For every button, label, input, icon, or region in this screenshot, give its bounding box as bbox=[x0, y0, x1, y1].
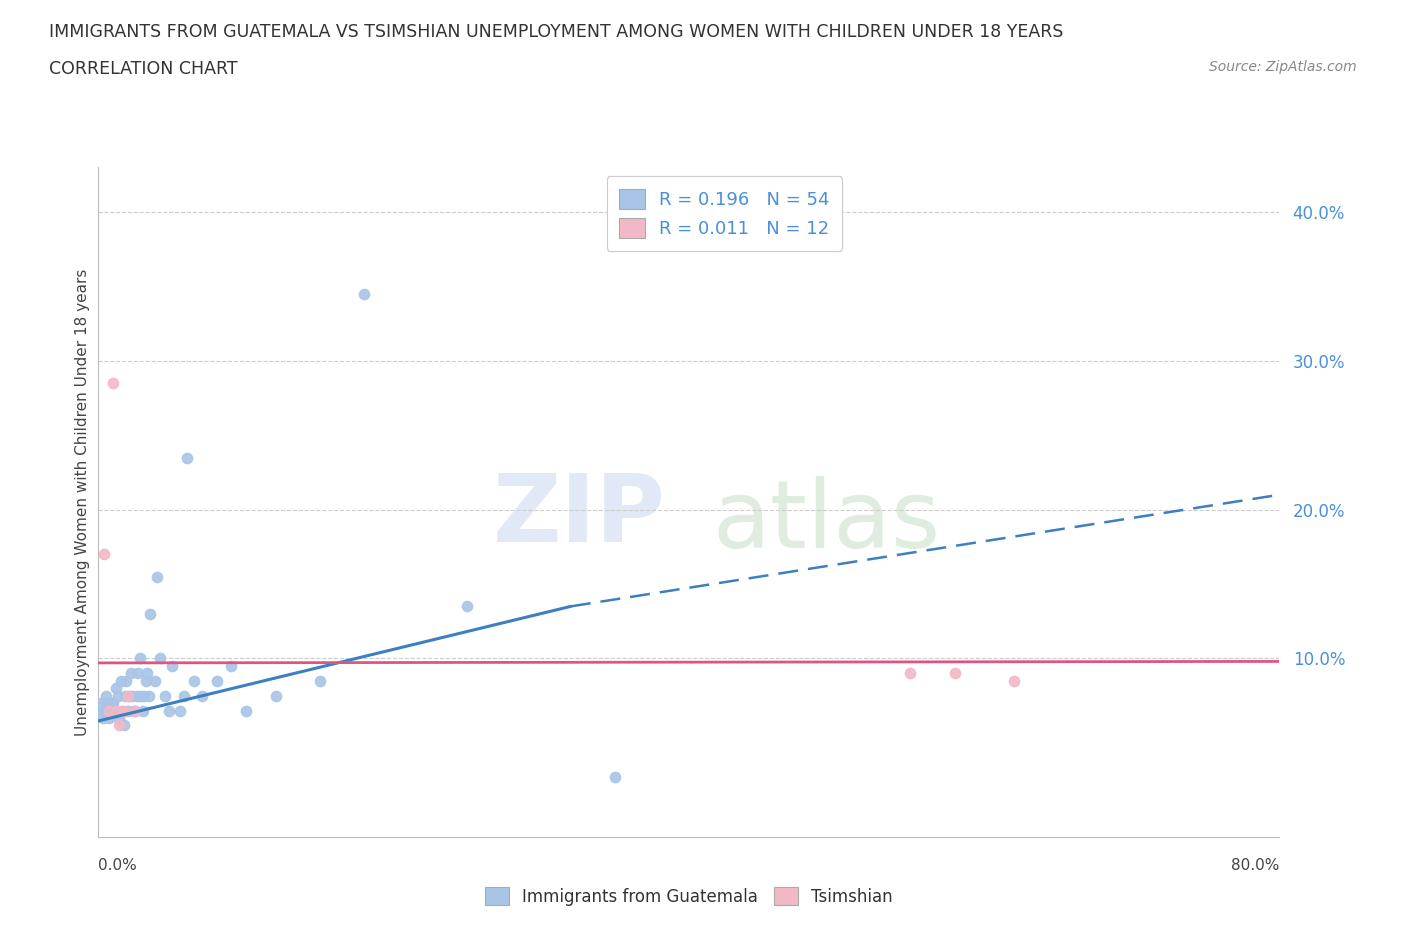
Point bbox=[93, 703, 115, 718]
Point bbox=[127, 666, 149, 681]
Point bbox=[162, 658, 183, 673]
Point bbox=[103, 376, 125, 391]
Point bbox=[117, 688, 139, 703]
Text: atlas: atlas bbox=[713, 476, 941, 568]
Point bbox=[110, 673, 132, 688]
Point bbox=[94, 688, 117, 703]
Point bbox=[114, 688, 136, 703]
Point bbox=[153, 688, 176, 703]
Y-axis label: Unemployment Among Women with Children Under 18 years: Unemployment Among Women with Children U… bbox=[75, 269, 90, 736]
Point bbox=[129, 688, 152, 703]
Point bbox=[219, 658, 242, 673]
Point bbox=[118, 688, 141, 703]
Point bbox=[353, 286, 375, 301]
Point bbox=[135, 673, 157, 688]
Point bbox=[107, 688, 129, 703]
Point bbox=[605, 770, 627, 785]
Text: ZIP: ZIP bbox=[492, 470, 665, 562]
Legend: R = 0.196   N = 54, R = 0.011   N = 12: R = 0.196 N = 54, R = 0.011 N = 12 bbox=[606, 177, 842, 250]
Point bbox=[149, 651, 172, 666]
Point bbox=[456, 599, 478, 614]
Legend: Immigrants from Guatemala, Tsimshian: Immigrants from Guatemala, Tsimshian bbox=[478, 881, 900, 912]
Point bbox=[943, 666, 966, 681]
Point bbox=[112, 718, 135, 733]
Point bbox=[98, 703, 121, 718]
Point bbox=[176, 450, 198, 465]
Point bbox=[111, 703, 134, 718]
Point bbox=[96, 696, 118, 711]
Text: IMMIGRANTS FROM GUATEMALA VS TSIMSHIAN UNEMPLOYMENT AMONG WOMEN WITH CHILDREN UN: IMMIGRANTS FROM GUATEMALA VS TSIMSHIAN U… bbox=[49, 23, 1063, 41]
Text: CORRELATION CHART: CORRELATION CHART bbox=[49, 60, 238, 78]
Point bbox=[97, 711, 120, 725]
Point bbox=[100, 696, 122, 711]
Point bbox=[235, 703, 257, 718]
Point bbox=[169, 703, 191, 718]
Text: 0.0%: 0.0% bbox=[98, 857, 138, 872]
Point bbox=[117, 703, 139, 718]
Point bbox=[93, 547, 115, 562]
Point bbox=[139, 606, 162, 621]
Point bbox=[89, 703, 111, 718]
Point bbox=[111, 703, 134, 718]
Point bbox=[124, 703, 146, 718]
Point bbox=[122, 703, 145, 718]
Point bbox=[183, 673, 205, 688]
Point bbox=[309, 673, 332, 688]
Point bbox=[191, 688, 214, 703]
Point bbox=[121, 688, 143, 703]
Point bbox=[105, 681, 128, 696]
Point bbox=[134, 688, 156, 703]
Point bbox=[90, 696, 112, 711]
Text: 80.0%: 80.0% bbox=[1232, 857, 1279, 872]
Point bbox=[124, 703, 146, 718]
Point bbox=[136, 666, 159, 681]
Point bbox=[115, 673, 138, 688]
Point bbox=[205, 673, 228, 688]
Point bbox=[91, 711, 114, 725]
Point bbox=[143, 673, 166, 688]
Point bbox=[128, 651, 150, 666]
Point bbox=[120, 666, 142, 681]
Point bbox=[105, 703, 128, 718]
Point bbox=[1002, 673, 1025, 688]
Point bbox=[103, 696, 125, 711]
Point bbox=[900, 666, 922, 681]
Point bbox=[97, 703, 120, 718]
Point bbox=[138, 688, 160, 703]
Point bbox=[108, 711, 131, 725]
Point bbox=[132, 703, 155, 718]
Point bbox=[104, 703, 127, 718]
Point bbox=[173, 688, 195, 703]
Point bbox=[264, 688, 287, 703]
Text: Source: ZipAtlas.com: Source: ZipAtlas.com bbox=[1209, 60, 1357, 74]
Point bbox=[108, 718, 131, 733]
Point bbox=[146, 569, 169, 584]
Point bbox=[114, 703, 136, 718]
Point bbox=[157, 703, 180, 718]
Point bbox=[125, 688, 148, 703]
